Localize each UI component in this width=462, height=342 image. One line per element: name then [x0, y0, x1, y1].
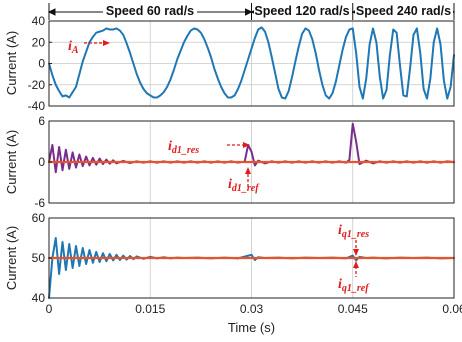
speed-label-240: Speed 240 rad/s — [356, 4, 451, 18]
y-tick-label: 0 — [38, 155, 45, 169]
annotation-i-d1-ref: id1_ref — [228, 167, 260, 194]
annotation-i-q1-res: iq1_res — [338, 223, 369, 256]
annotation-i-q1-res-label: iq1_res — [338, 223, 369, 240]
speed-label-bg — [103, 3, 197, 19]
x-tick-label: 0 — [46, 302, 53, 316]
y-tick-label: 0 — [38, 57, 45, 71]
series-line-i-a — [48, 26, 455, 100]
speed-arrowhead — [245, 8, 253, 16]
panel-2-series — [47, 122, 456, 174]
y-tick-label: -20 — [28, 78, 46, 92]
y-tick-label: 40 — [32, 291, 46, 305]
x-tick-label: 0.015 — [135, 302, 165, 316]
speed-label-bg — [254, 3, 352, 19]
x-tick-label: 0.045 — [338, 302, 368, 316]
annotation-i-q1-ref: iq1_ref — [338, 261, 370, 294]
panel-3-ylabel: Current (A) — [4, 226, 19, 290]
annotation-subscript: d1_ref — [232, 183, 260, 194]
y-tick-label: 40 — [32, 14, 46, 28]
annotation-i-a: iA — [68, 39, 110, 56]
annotation-arrowhead — [103, 40, 110, 46]
annotation-subscript: d1_res — [172, 145, 199, 156]
speed-label-bg — [355, 3, 453, 19]
annotation-symbol: i — [228, 177, 232, 192]
x-axis-label: Time (s) — [228, 320, 275, 335]
annotation-i-d1-res-label: id1_res — [168, 139, 199, 156]
annotation-arrowhead — [353, 249, 359, 256]
x-tick-labels: 0 0.015 0.03 0.045 0.06 — [46, 302, 462, 316]
y-tick-label: -40 — [28, 99, 46, 113]
annotation-arrowhead — [245, 167, 251, 174]
panel-1-ylabel: Current (A) — [4, 31, 19, 95]
annotation-symbol: i — [338, 277, 342, 292]
annotation-symbol: i — [68, 39, 72, 54]
y-tick-label: -6 — [34, 196, 45, 210]
y-tick-label: 60 — [32, 211, 46, 225]
panel-d-current: 60-6 Current (A) id1_res id1_ref — [4, 114, 456, 210]
panel-3-yticks: 60 50 40 — [32, 211, 52, 305]
panel-2-ylabel: Current (A) — [4, 130, 19, 194]
y-tick-label: 20 — [32, 35, 46, 49]
annotation-subscript: A — [71, 45, 79, 56]
panel-phase-current: 40 20 0 -20 -40 Current (A) iA — [4, 14, 455, 113]
annotation-subscript: q1_res — [342, 229, 369, 240]
annotation-i-a-label: iA — [68, 39, 79, 56]
x-tick-label: 0.06 — [442, 302, 462, 316]
panel-1-yticks: 40 20 0 -20 -40 — [28, 14, 52, 113]
annotation-subscript: q1_ref — [342, 283, 370, 294]
y-tick-label: 50 — [32, 251, 46, 265]
speed-label-60: Speed 60 rad/s — [106, 4, 194, 18]
speed-arrowhead — [47, 8, 56, 16]
panel-1-series — [48, 26, 455, 100]
annotation-i-q1-ref-label: iq1_ref — [338, 277, 370, 294]
annotation-i-d1-res: id1_res — [168, 139, 250, 156]
y-tick-label: 6 — [38, 114, 45, 128]
x-tick-label: 0.03 — [240, 302, 264, 316]
panel-2-yticks: 6 0 -6 — [34, 114, 52, 210]
annotation-arrowhead — [243, 142, 250, 148]
annotation-symbol: i — [338, 223, 342, 238]
speed-label-120: Speed 120 rad/s — [254, 4, 349, 18]
annotation-i-d1-ref-label: id1_ref — [228, 177, 260, 194]
annotation-symbol: i — [168, 139, 172, 154]
panel-3-series — [47, 237, 456, 299]
annotation-arrowhead — [353, 261, 359, 268]
